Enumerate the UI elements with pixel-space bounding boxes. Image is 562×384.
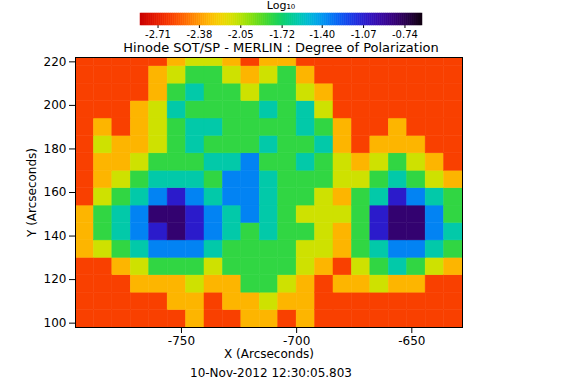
svg-text:140: 140 — [44, 229, 67, 243]
svg-text:-2.38: -2.38 — [186, 29, 212, 40]
svg-text:100: 100 — [44, 316, 67, 330]
html-text:Log₁₀: Log₁₀ — [266, 0, 296, 12]
svg-text:-1.07: -1.07 — [351, 29, 377, 40]
svg-text:-1.72: -1.72 — [269, 29, 295, 40]
svg-text:-0.74: -0.74 — [392, 29, 418, 40]
svg-text:-750: -750 — [168, 334, 195, 348]
svg-text:180: 180 — [44, 142, 67, 156]
html-text:10-Nov-2012 12:30:05.803: 10-Nov-2012 12:30:05.803 — [190, 366, 352, 380]
svg-text:-2.05: -2.05 — [228, 29, 254, 40]
html-text:Hinode SOT/SP - MERLIN : Degre: Hinode SOT/SP - MERLIN : Degree of Polar… — [123, 40, 439, 55]
svg-text:-2.71: -2.71 — [145, 29, 171, 40]
svg-text:120: 120 — [44, 272, 67, 286]
svg-text:-700: -700 — [283, 334, 311, 348]
svg-text:Y (Arcseconds): Y (Arcseconds) — [25, 148, 39, 238]
svg-text:-650: -650 — [398, 334, 425, 348]
svg-text:160: 160 — [44, 185, 67, 199]
svg-text:200: 200 — [44, 98, 67, 112]
svg-text:220: 220 — [44, 55, 67, 69]
svg-text:X (Arcseconds): X (Arcseconds) — [224, 347, 314, 361]
svg-text:-1.40: -1.40 — [309, 29, 335, 40]
